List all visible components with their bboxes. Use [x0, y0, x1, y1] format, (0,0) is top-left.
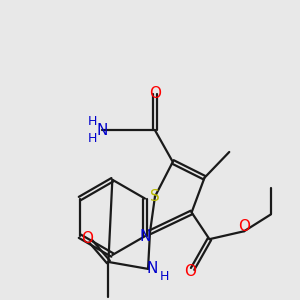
- Text: H: H: [87, 116, 97, 128]
- Text: O: O: [238, 219, 250, 234]
- Text: O: O: [149, 86, 161, 101]
- Text: S: S: [150, 189, 160, 204]
- Text: O: O: [184, 264, 196, 279]
- Text: N: N: [139, 229, 151, 244]
- Text: H: H: [87, 132, 97, 145]
- Text: H: H: [160, 270, 169, 283]
- Text: N: N: [147, 261, 158, 276]
- Text: N: N: [97, 123, 108, 138]
- Text: O: O: [82, 231, 94, 246]
